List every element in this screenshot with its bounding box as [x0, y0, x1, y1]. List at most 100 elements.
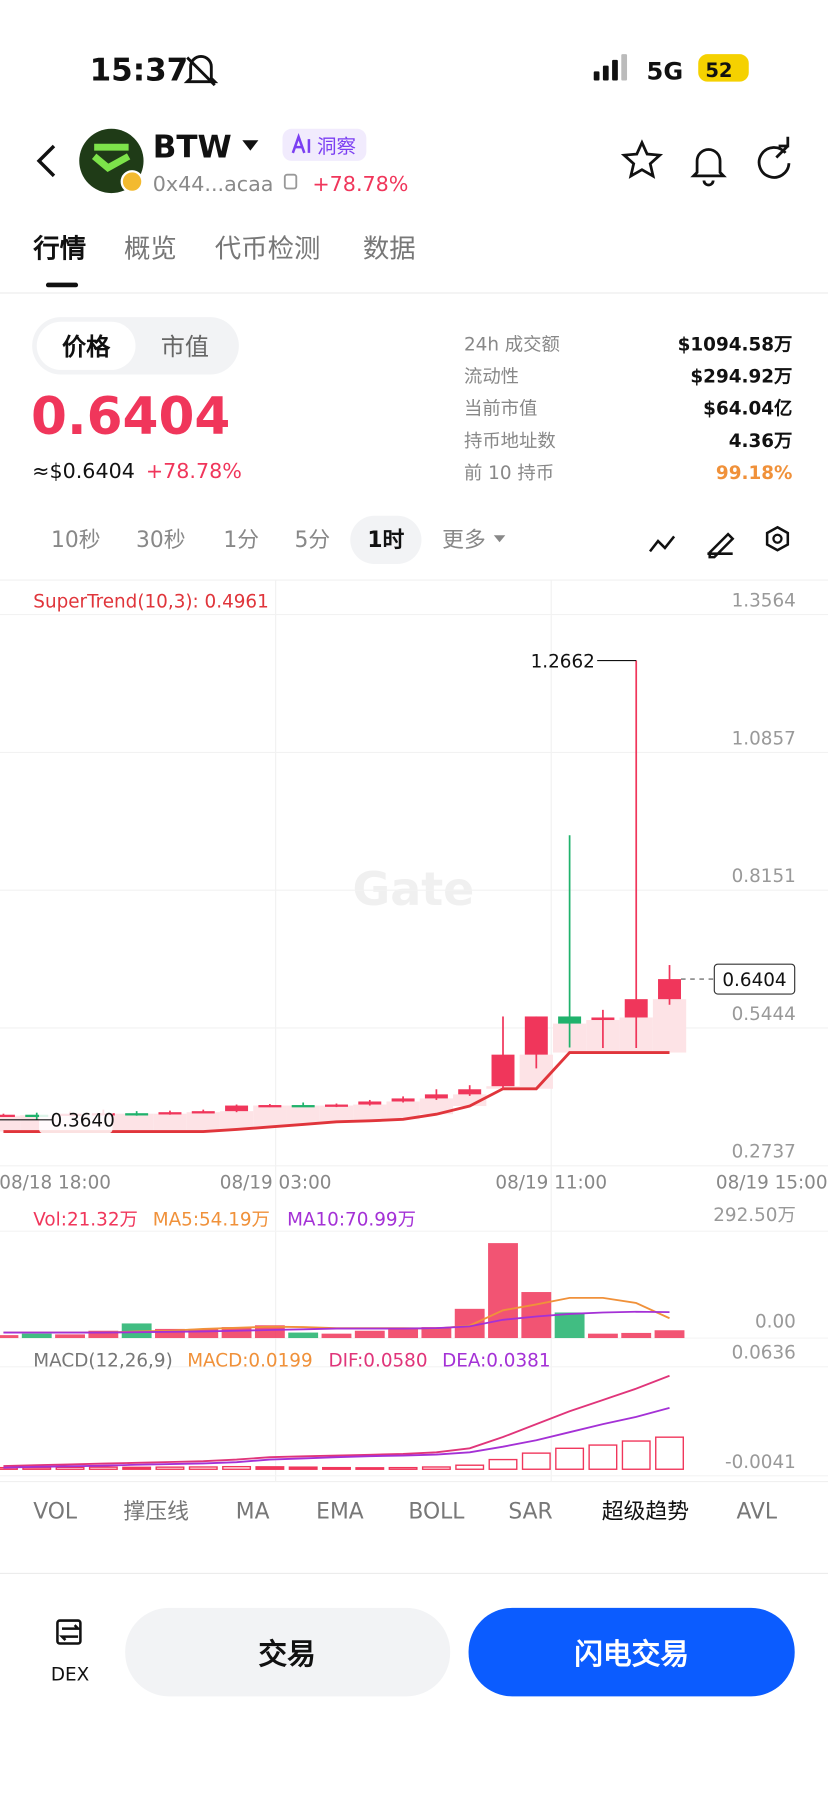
indicator-tab[interactable]: EMA — [316, 1499, 364, 1524]
macd-bar — [88, 1466, 118, 1470]
token-change: +78.78% — [312, 172, 408, 196]
interval[interactable]: 1时 — [367, 528, 404, 553]
tab[interactable]: 概览 — [124, 233, 177, 264]
interval[interactable]: 1分 — [223, 528, 259, 553]
flash-trade-button[interactable] — [468, 1607, 795, 1697]
price-usd: ≈$0.6404 — [32, 459, 135, 483]
interval[interactable]: 30秒 — [136, 528, 186, 553]
high-label: 1.2662 — [531, 651, 595, 672]
ai-badge-text: 洞察 — [317, 135, 356, 158]
volume-bar — [354, 1330, 385, 1339]
token-address: 0x44...acaa — [153, 172, 274, 196]
volume-bar — [654, 1330, 685, 1339]
share-button[interactable] — [757, 136, 791, 179]
tab[interactable]: 数据 — [363, 233, 416, 264]
volume-bar — [488, 1243, 518, 1339]
stat-value: 99.18% — [716, 463, 792, 484]
candle-body — [658, 979, 682, 1000]
y-tick-label: 0.8151 — [732, 866, 796, 887]
volume-bar — [188, 1328, 219, 1339]
candle-body — [558, 1016, 582, 1024]
indicator-tab[interactable]: SAR — [508, 1499, 552, 1524]
volume-bar — [155, 1328, 185, 1339]
watermark: Gate — [353, 862, 475, 916]
indicator-tab[interactable]: 撑压线 — [123, 1499, 188, 1524]
indicator-tab[interactable]: VOL — [33, 1499, 78, 1524]
macd-bar — [222, 1465, 252, 1470]
supertrend-legend: SuperTrend(10,3): 0.4961 — [33, 592, 269, 613]
interval-active-bg — [350, 515, 422, 565]
indicator-tab[interactable]: 超级趋势 — [602, 1499, 689, 1524]
interval[interactable]: 10秒 — [51, 528, 101, 553]
volume-bar — [587, 1333, 618, 1339]
mute-icon — [183, 55, 219, 87]
indicator-tab[interactable]: MA — [236, 1499, 270, 1524]
supertrend-fill — [652, 999, 687, 1053]
symbol-dropdown[interactable] — [242, 140, 259, 151]
volume-bar — [21, 1333, 52, 1339]
alert-button[interactable] — [690, 148, 727, 187]
macd-legend: DIF:0.0580 — [328, 1351, 427, 1372]
supertrend-fill — [453, 1094, 487, 1107]
volume-bar — [254, 1325, 285, 1339]
status-battery: 52 — [705, 59, 732, 82]
macd-legend: MACD:0.0199 — [187, 1351, 312, 1372]
supertrend-fill — [386, 1101, 420, 1120]
macd-bar — [655, 1436, 684, 1470]
draw-button[interactable] — [707, 532, 735, 559]
macd-bar — [55, 1466, 85, 1470]
back-button[interactable] — [36, 144, 56, 178]
macd-bar — [488, 1458, 518, 1470]
tab[interactable]: 行情 — [32, 233, 86, 264]
y-tick-label: 0.5444 — [732, 1004, 796, 1025]
candle-body — [291, 1105, 315, 1108]
toggle-option[interactable]: 价格 — [62, 333, 111, 361]
supertrend-fill — [0, 1115, 21, 1132]
stat-value: $294.92万 — [690, 367, 792, 388]
candle-body — [391, 1098, 415, 1102]
candle-body — [524, 1016, 548, 1055]
macd-bar — [521, 1452, 551, 1470]
candle-body — [458, 1089, 482, 1095]
dex-label[interactable]: DEX — [51, 1664, 89, 1685]
toggle-option[interactable]: 市值 — [161, 333, 209, 361]
y-tick-label: 1.0857 — [732, 728, 796, 749]
settings-button[interactable] — [765, 525, 790, 552]
candle-body — [225, 1105, 249, 1112]
indicator-button[interactable] — [649, 535, 676, 553]
current-price-tag — [713, 963, 796, 995]
price-change: +78.78% — [146, 459, 242, 483]
candle-body — [624, 999, 648, 1018]
volume-bar — [621, 1332, 652, 1339]
supertrend-fill — [286, 1105, 320, 1125]
macd-bar — [588, 1444, 618, 1470]
trade-label[interactable]: 交易 — [258, 1637, 315, 1671]
low-label-bg — [39, 1106, 113, 1134]
more-dropdown[interactable] — [493, 535, 506, 543]
favorite-button[interactable] — [620, 139, 664, 179]
low-label: 0.3640 — [51, 1111, 115, 1132]
volume-bar — [454, 1308, 485, 1339]
y-tick-label: -0.0041 — [725, 1452, 796, 1473]
stat-value: $1094.58万 — [678, 334, 793, 355]
dex-icon[interactable] — [56, 1619, 82, 1645]
tab[interactable]: 代币检测 — [215, 233, 321, 264]
stat-label: 持币地址数 — [464, 431, 556, 452]
macd-bar — [122, 1466, 152, 1470]
tab-underline — [45, 282, 79, 288]
supertrend-fill — [353, 1104, 387, 1121]
indicator-tab[interactable]: AVL — [737, 1499, 778, 1524]
candle-body — [191, 1111, 215, 1114]
indicator-tab[interactable]: BOLL — [408, 1499, 465, 1524]
trade-button[interactable] — [125, 1607, 451, 1697]
signal-icon — [593, 54, 628, 81]
macd-bar — [421, 1466, 451, 1470]
copy-icon[interactable] — [283, 173, 298, 190]
interval[interactable]: 5分 — [295, 528, 331, 553]
supertrend-fill — [153, 1113, 187, 1132]
interval[interactable]: 更多 — [442, 528, 486, 553]
toggle-active[interactable] — [36, 321, 136, 370]
flash-trade-label[interactable]: 闪电交易 — [574, 1637, 689, 1671]
candle-body — [25, 1114, 49, 1118]
volume-bar — [0, 1335, 19, 1339]
